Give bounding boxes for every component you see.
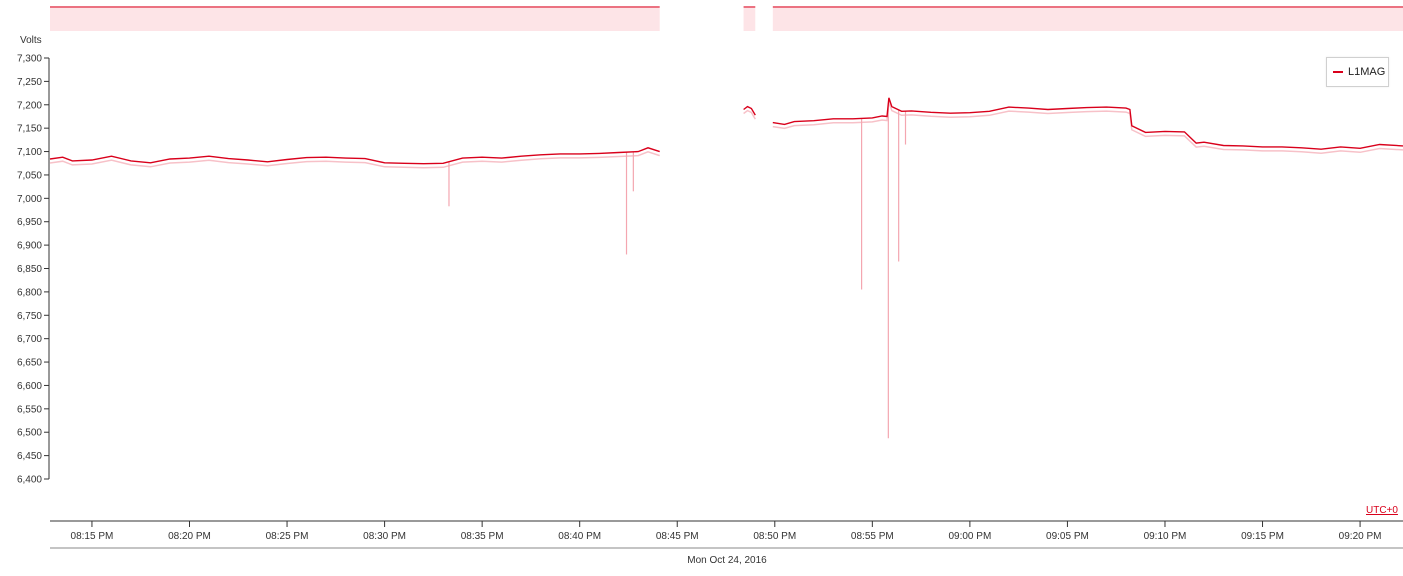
x-tick-label: 08:50 PM (753, 531, 796, 542)
x-tick-label: 08:30 PM (363, 531, 406, 542)
legend-label-l1mag: L1MAG (1348, 66, 1386, 78)
timezone-link[interactable]: UTC+0 (1366, 505, 1398, 516)
y-tick-label: 6,900 (17, 241, 42, 252)
y-axis-title: Volts (20, 35, 42, 46)
y-tick-label: 6,950 (17, 217, 42, 228)
series-line-l1mag (743, 105, 756, 116)
y-tick-label: 6,450 (17, 451, 42, 462)
min-band (743, 109, 756, 120)
x-tick-label: 09:20 PM (1339, 531, 1382, 542)
y-tick-label: 6,550 (17, 404, 42, 415)
y-tick-label: 7,100 (17, 147, 42, 158)
min-band (49, 151, 660, 169)
y-tick-label: 6,500 (17, 428, 42, 439)
x-tick-label: 08:55 PM (851, 531, 894, 542)
navigator-fill (743, 6, 756, 31)
y-tick-label: 6,850 (17, 264, 42, 275)
y-tick-label: 7,000 (17, 194, 42, 205)
x-tick-label: 09:00 PM (948, 531, 991, 542)
legend-swatch (1333, 71, 1343, 73)
x-tick-label: 08:35 PM (461, 531, 504, 542)
y-tick-label: 6,700 (17, 334, 42, 345)
y-tick-label: 6,400 (17, 475, 42, 486)
date-label: Mon Oct 24, 2016 (687, 555, 767, 566)
x-tick-label: 08:15 PM (71, 531, 114, 542)
legend[interactable]: L1MAG (1326, 57, 1389, 87)
y-tick-label: 6,600 (17, 381, 42, 392)
x-tick-label: 09:10 PM (1144, 531, 1187, 542)
x-axis: 08:15 PM 08:20 PM 08:25 PM 08:30 PM 08:35 PM… (50, 520, 1403, 542)
y-tick-label: 7,050 (17, 170, 42, 181)
y-tick-label: 6,750 (17, 311, 42, 322)
x-tick-label: 08:40 PM (558, 531, 601, 542)
navigator-overview[interactable] (50, 6, 1403, 31)
x-tick-label: 08:20 PM (168, 531, 211, 542)
y-tick-label: 6,800 (17, 287, 42, 298)
plot-area[interactable] (49, 97, 1403, 439)
x-tick-label: 08:25 PM (266, 531, 309, 542)
y-tick-label: 7,150 (17, 124, 42, 135)
series-line-l1mag (49, 147, 660, 165)
min-band (772, 101, 1403, 154)
series-line-l1mag (772, 97, 1403, 150)
x-tick-label: 09:05 PM (1046, 531, 1089, 542)
y-tick-label: 7,300 (17, 54, 42, 65)
navigator-fill (772, 6, 1403, 31)
y-tick-label: 7,200 (17, 100, 42, 111)
y-axis: 7,300 7,250 7,200 7,150 7,100 7,050 7,000 6,950… (17, 54, 50, 486)
x-tick-label: 08:45 PM (656, 531, 699, 542)
y-tick-label: 7,250 (17, 77, 42, 88)
y-tick-label: 6,650 (17, 358, 42, 369)
x-tick-label: 09:15 PM (1241, 531, 1284, 542)
navigator-fill (50, 6, 660, 31)
